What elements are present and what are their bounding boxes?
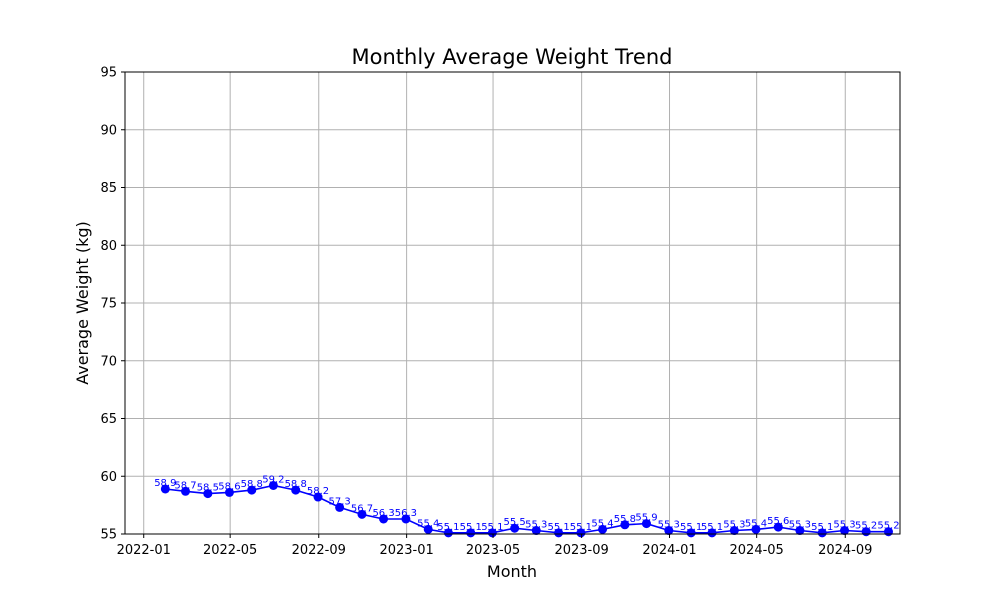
x-tick-label: 2022-01 <box>117 543 171 558</box>
data-label: 55.4 <box>417 518 439 529</box>
data-point <box>443 528 453 538</box>
data-label: 55.4 <box>591 518 613 529</box>
data-label: 55.3 <box>789 520 811 531</box>
data-point <box>795 526 805 536</box>
data-point <box>466 528 476 538</box>
data-point <box>379 514 389 524</box>
data-label: 59.2 <box>262 474 284 485</box>
data-point <box>598 524 608 534</box>
y-tick-label: 75 <box>100 297 117 312</box>
data-point <box>160 484 170 494</box>
data-label: 55.8 <box>614 514 636 525</box>
data-point <box>423 524 433 534</box>
data-label: 55.1 <box>811 522 833 533</box>
data-label: 58.7 <box>174 480 196 491</box>
x-tick-label: 2024-01 <box>642 543 696 558</box>
x-axis-title: Month <box>487 562 537 581</box>
data-point <box>729 526 739 536</box>
data-point <box>554 528 564 538</box>
data-point <box>268 480 278 490</box>
data-label: 58.8 <box>285 479 307 490</box>
data-label: 55.1 <box>481 522 503 533</box>
data-point <box>576 528 586 538</box>
data-label: 58.5 <box>197 483 219 494</box>
data-label: 55.1 <box>460 522 482 533</box>
x-tick-label: 2023-05 <box>466 543 520 558</box>
data-point <box>707 528 717 538</box>
data-point <box>224 487 234 497</box>
x-tick-label: 2024-09 <box>818 543 872 558</box>
x-tick-label: 2023-01 <box>379 543 433 558</box>
data-label: 55.1 <box>437 522 459 533</box>
y-tick-label: 90 <box>100 123 117 138</box>
data-label: 55.3 <box>658 520 680 531</box>
data-label: 55.5 <box>504 517 526 528</box>
data-point <box>531 526 541 536</box>
data-point <box>291 485 301 495</box>
x-tick-label: 2022-09 <box>292 543 346 558</box>
data-label: 55.3 <box>525 520 547 531</box>
data-label: 58.9 <box>154 478 176 489</box>
data-label: 55.4 <box>745 518 767 529</box>
data-label: 55.2 <box>877 521 899 532</box>
data-label: 55.2 <box>855 521 877 532</box>
x-tick-label: 2022-05 <box>203 543 257 558</box>
y-tick-label: 55 <box>100 528 117 543</box>
data-label: 55.1 <box>701 522 723 533</box>
x-tick-label: 2023-09 <box>554 543 608 558</box>
data-point <box>335 502 345 512</box>
data-point <box>840 526 850 536</box>
data-point <box>313 492 323 502</box>
y-tick-label: 65 <box>100 412 117 427</box>
data-point <box>664 526 674 536</box>
data-label: 55.3 <box>833 520 855 531</box>
series-line-group: 58.958.7 58.5 58.6 58.8 59.2 58.858.257.356.7… <box>154 474 900 538</box>
y-tick-label: 60 <box>100 470 117 485</box>
data-point <box>510 523 520 533</box>
series-line <box>165 484 889 534</box>
data-label: 58.6 <box>218 481 240 492</box>
data-label: 56.3 <box>372 508 394 519</box>
data-point <box>641 519 651 529</box>
x-tick-label: 2024-05 <box>730 543 784 558</box>
y-axis-ticks: 55 60 65 70 75 80 85 90 95 <box>100 66 125 543</box>
data-point <box>357 509 367 519</box>
y-tick-label: 80 <box>100 239 117 254</box>
data-point <box>401 514 411 524</box>
data-point <box>247 485 257 495</box>
data-label: 55.1 <box>680 522 702 533</box>
data-label: 58.8 <box>241 479 263 490</box>
data-point <box>751 524 761 534</box>
data-point <box>620 520 630 530</box>
data-label: 55.3 <box>723 520 745 531</box>
data-point <box>686 528 696 538</box>
chart-title: Monthly Average Weight Trend <box>352 45 673 69</box>
data-label: 55.1 <box>570 522 592 533</box>
y-tick-label: 95 <box>100 66 117 81</box>
data-point <box>487 528 497 538</box>
data-label: 57.3 <box>329 496 351 507</box>
data-point <box>203 489 213 499</box>
data-label: 58.2 <box>307 486 329 497</box>
data-label: 55.6 <box>767 516 789 527</box>
x-axis-ticks: 2022-01 2022-05 2022-09 2023-01 2023-05 2023-… <box>117 534 872 558</box>
data-label: 56.3 <box>395 508 417 519</box>
data-label: 56.7 <box>351 503 373 514</box>
y-tick-label: 70 <box>100 354 117 369</box>
y-tick-label: 85 <box>100 181 117 196</box>
grid-lines <box>125 71 900 535</box>
data-point <box>817 528 827 538</box>
data-point <box>181 486 191 496</box>
data-label: 55.9 <box>635 513 657 524</box>
y-axis-title: Average Weight (kg) <box>73 221 92 385</box>
data-point <box>773 522 783 532</box>
data-label: 55.1 <box>547 522 569 533</box>
